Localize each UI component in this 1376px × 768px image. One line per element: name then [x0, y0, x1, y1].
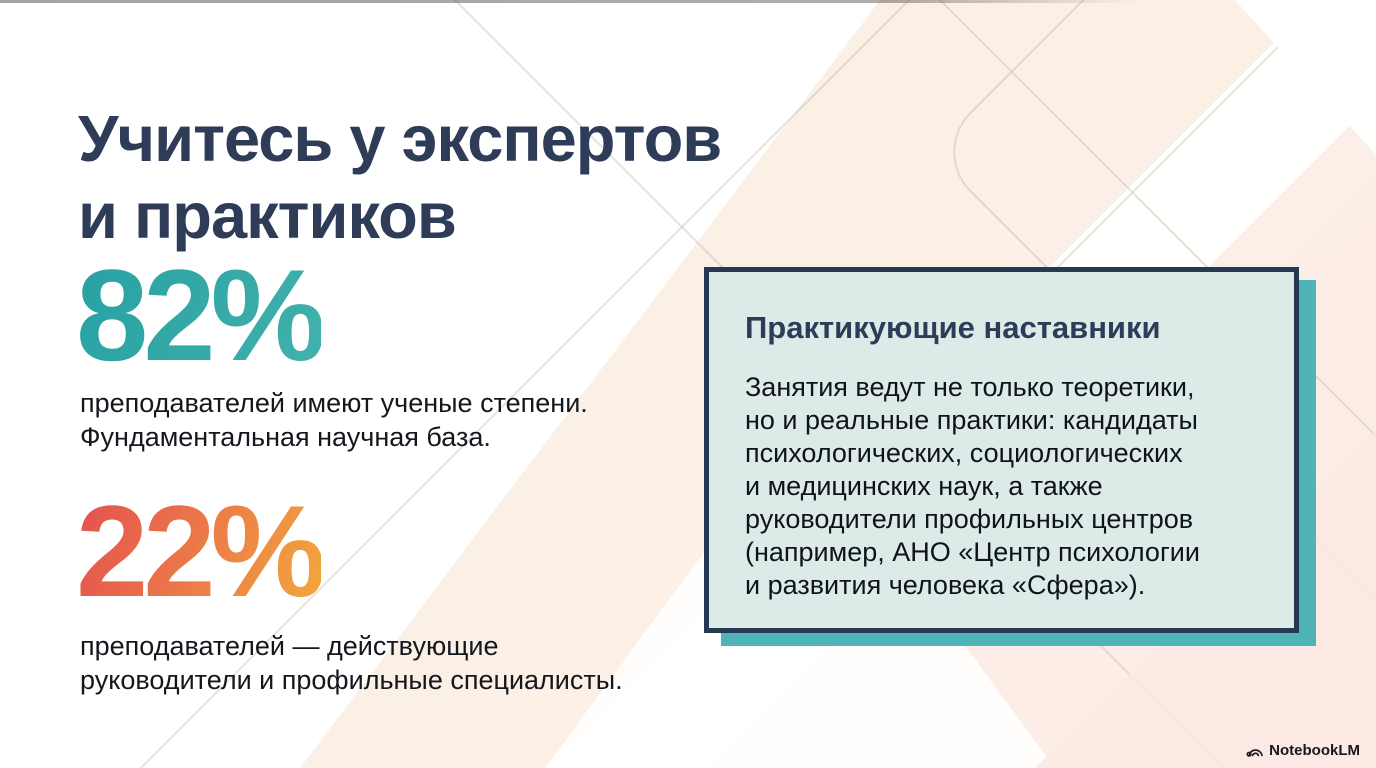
info-card-title: Практикующие наставники [745, 310, 1161, 345]
slide-title: Учитесь у экспертов и практиков [78, 101, 722, 252]
stat-caption-82: преподавателей имеют ученые степени. Фун… [80, 388, 588, 452]
notebooklm-watermark: NotebookLM [1246, 742, 1360, 759]
info-card-body: Занятия ведут не только теоретики, но и … [745, 372, 1200, 600]
notebooklm-label: NotebookLM [1269, 742, 1360, 759]
bg-top-edge-line [0, 0, 1140, 3]
info-card: Практикующие наставники Занятия ведут не… [704, 267, 1299, 633]
stat-value-22: 22% [76, 478, 326, 624]
stat-caption-22: преподавателей — действующие руководител… [80, 631, 623, 695]
notebooklm-logo-icon [1246, 743, 1264, 758]
stat-value-82: 82% [76, 242, 326, 388]
